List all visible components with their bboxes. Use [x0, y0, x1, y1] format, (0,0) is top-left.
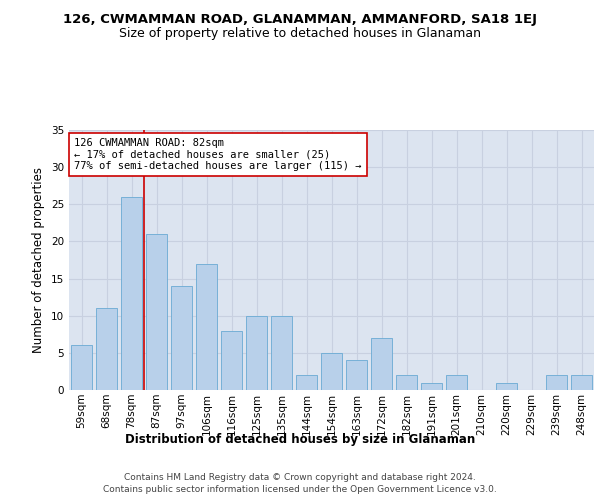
Bar: [146, 234, 167, 390]
Bar: [121, 197, 142, 390]
Bar: [396, 375, 417, 390]
Text: Contains public sector information licensed under the Open Government Licence v3: Contains public sector information licen…: [103, 485, 497, 494]
Text: Contains HM Land Registry data © Crown copyright and database right 2024.: Contains HM Land Registry data © Crown c…: [124, 472, 476, 482]
Bar: [71, 346, 92, 390]
Bar: [196, 264, 217, 390]
Bar: [321, 353, 342, 390]
Bar: [496, 382, 517, 390]
Bar: [221, 330, 242, 390]
Bar: [546, 375, 567, 390]
Text: Distribution of detached houses by size in Glanaman: Distribution of detached houses by size …: [125, 432, 475, 446]
Bar: [446, 375, 467, 390]
Bar: [171, 286, 192, 390]
Text: 126 CWMAMMAN ROAD: 82sqm
← 17% of detached houses are smaller (25)
77% of semi-d: 126 CWMAMMAN ROAD: 82sqm ← 17% of detach…: [74, 138, 362, 171]
Text: Size of property relative to detached houses in Glanaman: Size of property relative to detached ho…: [119, 28, 481, 40]
Bar: [346, 360, 367, 390]
Bar: [246, 316, 267, 390]
Bar: [296, 375, 317, 390]
Bar: [421, 382, 442, 390]
Bar: [271, 316, 292, 390]
Bar: [96, 308, 117, 390]
Bar: [371, 338, 392, 390]
Bar: [571, 375, 592, 390]
Text: 126, CWMAMMAN ROAD, GLANAMMAN, AMMANFORD, SA18 1EJ: 126, CWMAMMAN ROAD, GLANAMMAN, AMMANFORD…: [63, 12, 537, 26]
Y-axis label: Number of detached properties: Number of detached properties: [32, 167, 46, 353]
